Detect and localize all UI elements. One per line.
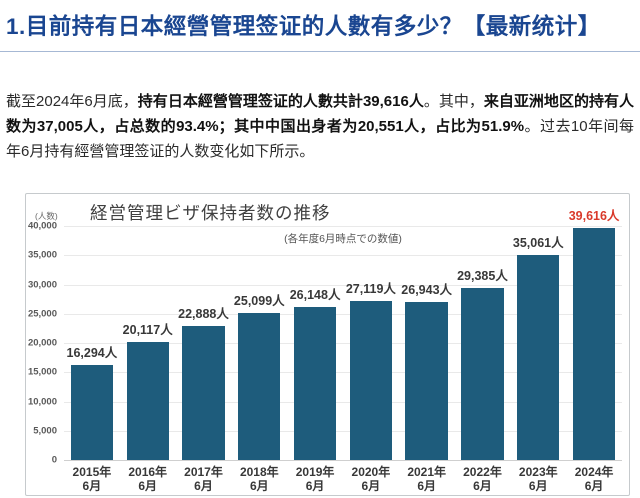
bar-slot: 26,943人 bbox=[399, 226, 455, 460]
bar bbox=[238, 313, 281, 460]
bar bbox=[461, 288, 504, 460]
bar-slot: 35,061人 bbox=[510, 226, 566, 460]
x-axis: 2015年 6月 2016年 6月 2017年 6月 2018年 6月 2019年 6月 2020年… bbox=[64, 465, 622, 493]
bar-value-label: 20,117人 bbox=[122, 323, 173, 338]
chart-subtitle: (各年度6月時点での数値) bbox=[284, 233, 402, 245]
bar-value-label: 35,061人 bbox=[512, 235, 564, 250]
gridline bbox=[64, 460, 622, 461]
bar-slot: 27,119人 bbox=[343, 226, 399, 460]
x-axis-label-line: 2015年 bbox=[72, 465, 112, 479]
plot-area: 40,000 35,000 30,000 25,000 20,000 15,000 10,0… bbox=[28, 209, 622, 466]
x-axis-label-line: 2016年 bbox=[128, 465, 168, 479]
x-axis-label-line: 2023年 bbox=[518, 465, 558, 479]
gridline bbox=[64, 284, 622, 286]
gridline bbox=[64, 401, 622, 403]
x-axis-label-line: 6月 bbox=[584, 478, 604, 493]
bars-container: 16,294人 20,117人 22,888人 25,099人 26,148人 27,11… bbox=[64, 209, 622, 460]
gridline bbox=[64, 430, 622, 432]
bar-slot: 22,888人 bbox=[176, 226, 232, 460]
y-axis-tick-label: 20,000 bbox=[27, 337, 57, 349]
gridline bbox=[64, 343, 622, 344]
bar bbox=[182, 326, 225, 460]
bar-slot: 39,616人 bbox=[566, 209, 622, 460]
x-axis-label-line: 6月 bbox=[249, 478, 269, 493]
x-axis-label-line: 2021年 bbox=[407, 465, 447, 479]
intro-text-2: 。其中， bbox=[423, 93, 484, 110]
x-axis-label-line: 6月 bbox=[194, 478, 213, 493]
bar-value-label: 25,099人 bbox=[233, 294, 285, 309]
x-axis-label-line: 6月 bbox=[138, 478, 158, 493]
bar-slot: 26,148人 bbox=[287, 226, 343, 460]
x-axis-label: 2020年 6月 bbox=[343, 465, 399, 493]
intro-text-3: 。过去10年间每年6月持有經營管理签证的人数变化如下所示。 bbox=[6, 118, 635, 160]
gridline bbox=[64, 372, 622, 374]
bar-value-label: 39,616人 bbox=[568, 209, 620, 224]
bar-value-label: 26,148人 bbox=[289, 288, 341, 303]
x-axis-label: 2016年 6月 bbox=[120, 465, 176, 493]
intro-bold-total: 持有日本經營管理签证的人數共計39,616人 bbox=[137, 93, 424, 110]
bar-value-label: 29,385人 bbox=[457, 269, 508, 284]
y-axis-tick-label: 0 bbox=[51, 454, 57, 466]
page-title: 1.目前持有日本經營管理签证的人數有多少？【最新统计】 bbox=[0, 0, 640, 52]
y-axis-tick-label: 30,000 bbox=[27, 279, 57, 290]
visa-holders-bar-chart: (人数) 経営管理ビザ保持者数の推移 (各年度6月時点での数値) 40,000 3… bbox=[25, 193, 630, 496]
gridline bbox=[64, 313, 622, 315]
y-axis-tick-label: 25,000 bbox=[27, 308, 57, 320]
bar-slot: 16,294人 bbox=[64, 226, 120, 460]
x-axis-label-line: 2020年 bbox=[351, 465, 391, 479]
intro-paragraph: 截至2024年6月底，持有日本經營管理签证的人數共計39,616人。其中，来自亚… bbox=[6, 89, 634, 164]
bar bbox=[349, 301, 393, 460]
bar-value-label: 16,294人 bbox=[66, 345, 118, 360]
x-axis-label: 2018年 6月 bbox=[231, 465, 287, 493]
bar-value-label: 27,119人 bbox=[345, 282, 396, 297]
bar-slot: 25,099人 bbox=[231, 226, 287, 460]
intro-text-1: 截至2024年6月底， bbox=[6, 93, 138, 110]
x-axis-label-line: 2022年 bbox=[463, 465, 502, 479]
bar bbox=[405, 302, 448, 460]
y-axis-tick-label: 10,000 bbox=[27, 396, 57, 407]
x-axis-label-line: 6月 bbox=[528, 478, 548, 493]
x-axis-label: 2024年 6月 bbox=[566, 465, 622, 493]
y-axis-tick-label: 40,000 bbox=[27, 220, 57, 232]
bar bbox=[70, 364, 114, 460]
bar bbox=[572, 228, 616, 460]
bar-value-label: 22,888人 bbox=[178, 307, 229, 322]
bar bbox=[293, 307, 337, 460]
x-axis-label: 2015年 6月 bbox=[64, 465, 120, 493]
x-axis-label: 2021年 6月 bbox=[399, 465, 455, 493]
x-axis-label-line: 2017年 bbox=[184, 465, 223, 479]
gridline bbox=[64, 255, 622, 257]
y-axis-unit-label: (人数) bbox=[35, 211, 58, 221]
bar bbox=[517, 254, 560, 460]
x-axis-label-line: 6月 bbox=[473, 478, 492, 493]
y-axis-tick-label: 35,000 bbox=[27, 249, 57, 261]
y-axis-tick-label: 15,000 bbox=[27, 366, 57, 378]
gridline bbox=[64, 226, 622, 227]
x-axis-label: 2022年 6月 bbox=[455, 465, 511, 493]
bar-value-label: 26,943人 bbox=[401, 283, 453, 298]
x-axis-label-line: 2018年 bbox=[239, 465, 279, 479]
x-axis-label: 2019年 6月 bbox=[287, 465, 343, 493]
x-axis-label: 2023年 6月 bbox=[510, 465, 566, 493]
chart-title: 経営管理ビザ保持者数の推移 bbox=[90, 203, 331, 223]
x-axis-label-line: 6月 bbox=[361, 478, 381, 493]
y-axis-tick-label: 5,000 bbox=[33, 425, 57, 437]
bar-slot: 20,117人 bbox=[120, 226, 176, 460]
x-axis-label: 2017年 6月 bbox=[176, 465, 232, 493]
bar-slot: 29,385人 bbox=[455, 226, 511, 460]
x-axis-label-line: 6月 bbox=[305, 478, 325, 493]
x-axis-label-line: 2024年 bbox=[574, 465, 614, 479]
x-axis-label-line: 6月 bbox=[417, 478, 437, 493]
x-axis-label-line: 2019年 bbox=[295, 465, 335, 479]
x-axis-label-line: 6月 bbox=[82, 478, 102, 493]
bar bbox=[126, 342, 169, 460]
intro-bold-breakdown: 来自亚洲地区的持有人数为37,005人，占总数的93.4%；其中中国出身者为20… bbox=[6, 93, 634, 135]
